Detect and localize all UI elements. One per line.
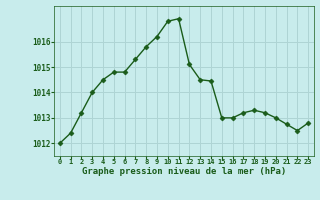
X-axis label: Graphe pression niveau de la mer (hPa): Graphe pression niveau de la mer (hPa) bbox=[82, 167, 286, 176]
